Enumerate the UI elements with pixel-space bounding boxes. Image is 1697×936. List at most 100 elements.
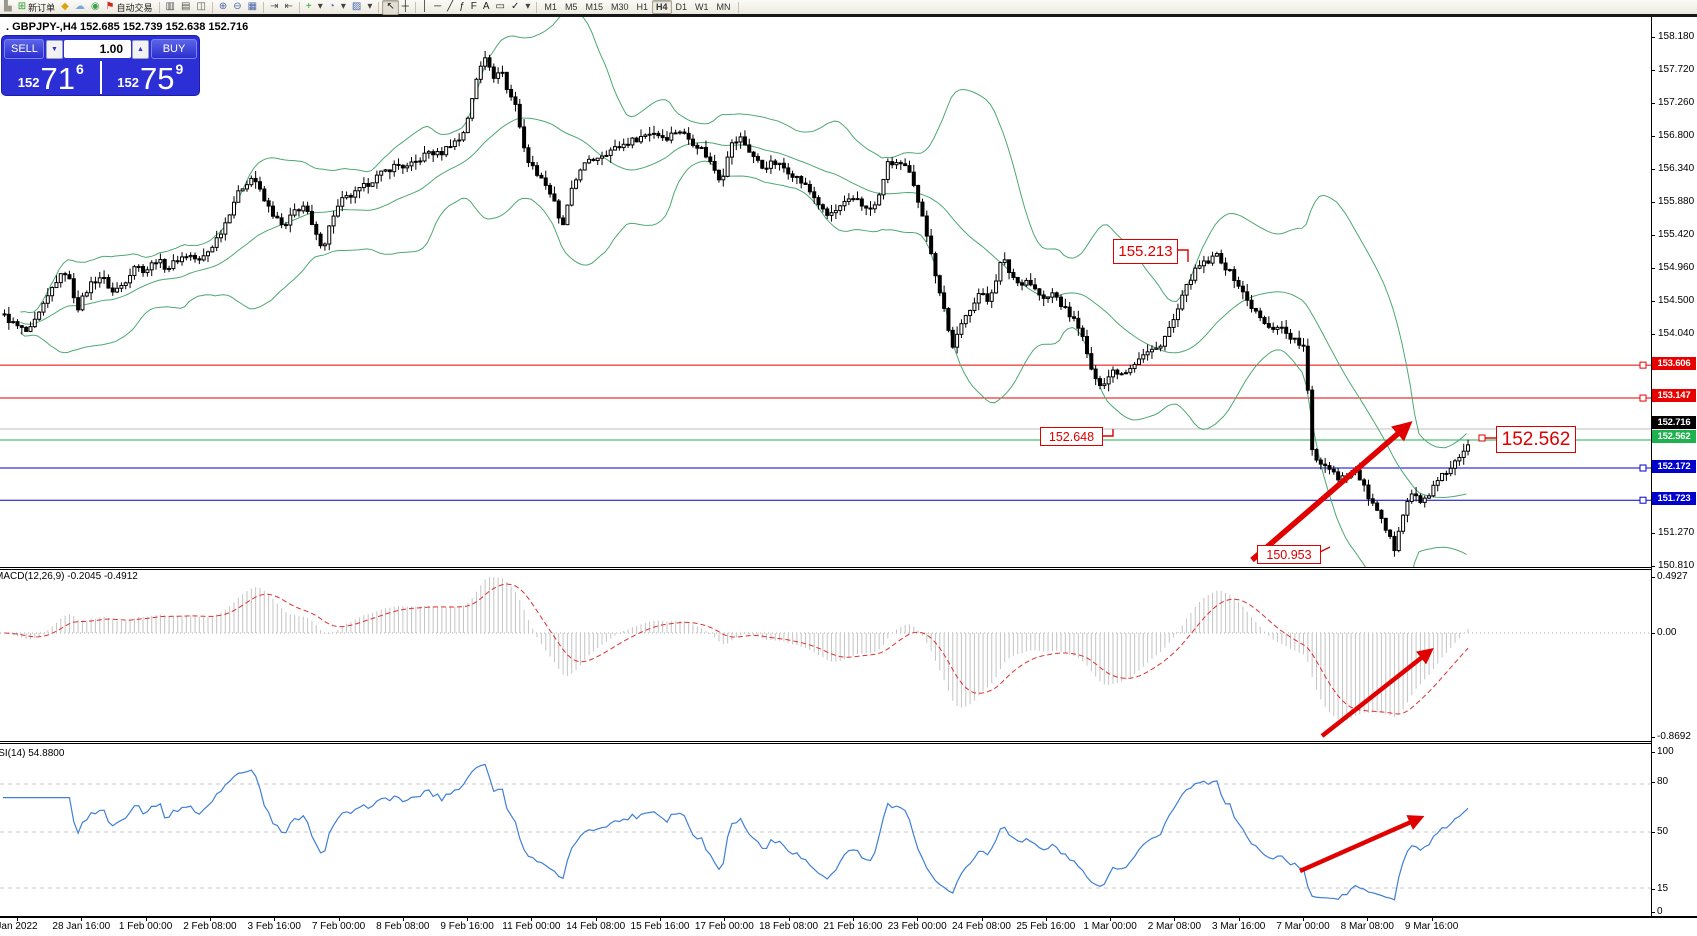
date-axis-tick-mark [338,918,340,921]
price-tag-153.147[interactable]: 153.147 [1652,389,1696,402]
template-button[interactable]: ▨ [349,1,364,14]
hline-handle[interactable] [1639,394,1647,402]
periods-button[interactable]: ◔ [326,1,338,14]
macd-signal-line [4,583,1469,715]
price-axis-tick: 150.810 [1658,559,1695,571]
new-order-button[interactable]: ⊞ 新订单 [15,1,58,14]
auto-scroll-icon[interactable]: ⇥ [267,1,281,14]
macd-axis-tick-mark [1651,737,1655,738]
buy-price[interactable]: 152 75 9 [102,61,200,94]
toolbar-separator [211,1,213,13]
text-icon: A [482,1,490,12]
price-axis-tick-mark [1651,300,1655,302]
trendline-button[interactable]: ╱ [444,1,456,14]
trend-arrow-rsi[interactable] [1299,815,1425,874]
window-corner-icon: ▙ [4,1,12,12]
price-annotation-152.648[interactable]: 152.648 [1040,427,1103,446]
rsi-pane [0,763,1651,901]
pane-separator[interactable] [0,567,1651,568]
gold-symbol-icon[interactable]: ◆ [58,1,72,14]
buy-price-prefix: 152 [117,75,139,90]
tile-windows-icon: ▦ [247,1,258,12]
signals-icon[interactable]: ◉ [88,1,103,14]
label-button[interactable]: ▭ [493,1,508,14]
price-axis-tick-mark [1651,532,1655,534]
timeframe-button-w1[interactable]: W1 [695,2,709,12]
cursor-button[interactable]: ↖ [382,0,399,15]
macd-axis-tick: -0.8692 [1657,731,1691,742]
indicator-caret-icon: ▾ [317,1,323,12]
template-caret-icon: ▾ [367,1,373,12]
price-tag-151.723[interactable]: 151.723 [1652,492,1696,505]
date-axis-tick-mark [1367,918,1369,921]
price-tag-153.606[interactable]: 153.606 [1652,357,1696,370]
price-axis-tick: 155.420 [1658,228,1695,240]
volume-input[interactable]: 1.00 [64,40,131,58]
annotation-handle[interactable] [1478,434,1486,442]
date-axis-tick: Jan 2022 [0,921,38,932]
candle-chart-icon[interactable]: ▤ [178,1,193,14]
bar-chart-icon: ▥ [165,1,175,12]
timeframe-button-m30[interactable]: M30 [610,2,629,12]
sell-price-pip: 6 [75,61,84,77]
annotation-connector [1102,429,1114,437]
timeframe-button-mn[interactable]: MN [716,2,731,12]
zoom-out-icon[interactable]: ⊖ [230,1,244,14]
volume-decrease-button[interactable]: ▼ [46,39,63,59]
price-annotation-152.562[interactable]: 152.562 [1496,426,1576,453]
timeframe-button-h1[interactable]: H1 [636,2,648,12]
pane-separator[interactable] [0,741,1651,742]
channel-button[interactable]: F [468,1,480,14]
template-caret-icon[interactable]: ▾ [364,1,375,14]
crosshair-button[interactable]: ┼ [399,1,412,14]
tile-windows-icon[interactable]: ▦ [245,1,260,14]
text-button[interactable]: A [480,1,493,14]
bar-chart-icon[interactable]: ▥ [163,1,178,14]
indicator-caret-icon[interactable]: ▾ [315,1,326,14]
price-tag-152.172[interactable]: 152.172 [1652,460,1696,473]
timeframe-button-m15[interactable]: M15 [585,2,603,12]
rsi-axis-tick: 0 [1657,906,1663,917]
new-order-button-label: 新订单 [28,2,56,13]
buy-button[interactable]: BUY [151,39,197,59]
zoom-in-icon[interactable]: ⊕ [216,1,230,14]
periods-caret-icon[interactable]: ▾ [338,1,349,14]
add-indicator-button[interactable]: + [303,1,315,14]
line-chart-icon[interactable]: ◫ [193,1,208,14]
date-axis-tick-mark [81,918,83,921]
sell-price-prefix: 152 [17,75,40,90]
trend-arrow-macd[interactable] [1320,647,1434,738]
sell-price[interactable]: 152 71 6 [2,61,100,94]
chart-canvas[interactable] [0,0,1651,936]
rsi-axis-tick: 15 [1657,883,1669,894]
price-annotation-155.213[interactable]: 155.213 [1113,239,1178,264]
price-axis-tick-mark [1651,333,1655,335]
price-tag-152.716[interactable]: 152.716 [1652,416,1696,429]
timeframe-button-m1[interactable]: M1 [544,2,557,12]
date-axis-tick: 18 Feb 08:00 [759,921,819,932]
volume-increase-button[interactable]: ▲ [132,39,149,59]
hline-handle[interactable] [1639,464,1647,472]
chart-shift-icon[interactable]: ⇤ [282,1,296,14]
date-axis-tick-mark [467,918,469,921]
shapes-caret-icon[interactable]: ▾ [522,1,533,14]
price-annotation-150.953[interactable]: 150.953 [1257,545,1321,564]
fibonacci-button[interactable]: ƒ [456,1,468,14]
price-axis-tick-mark [1651,267,1655,269]
window-corner-icon[interactable]: ▙ [1,1,15,14]
price-tag-152.562[interactable]: 152.562 [1652,430,1696,443]
horizontal-line-button[interactable]: ─ [431,1,444,14]
timeframe-button-h4[interactable]: H4 [652,0,672,14]
shapes-button[interactable]: ✓ [508,1,522,14]
vertical-line-button[interactable]: │ [419,1,431,14]
market-cloud-icon[interactable]: ☁ [72,1,88,14]
price-axis-tick: 151.270 [1658,526,1695,538]
autotrading-button[interactable]: ⚑ 自动交易 [103,1,156,14]
date-axis-tick-mark [660,918,661,921]
sell-button[interactable]: SELL [4,39,44,59]
hline-handle[interactable] [1639,361,1647,369]
timeframe-button-m5[interactable]: M5 [564,2,578,12]
hline-handle[interactable] [1639,496,1647,504]
trend-arrow-main[interactable] [1250,421,1413,563]
timeframe-button-d1[interactable]: D1 [675,2,688,12]
